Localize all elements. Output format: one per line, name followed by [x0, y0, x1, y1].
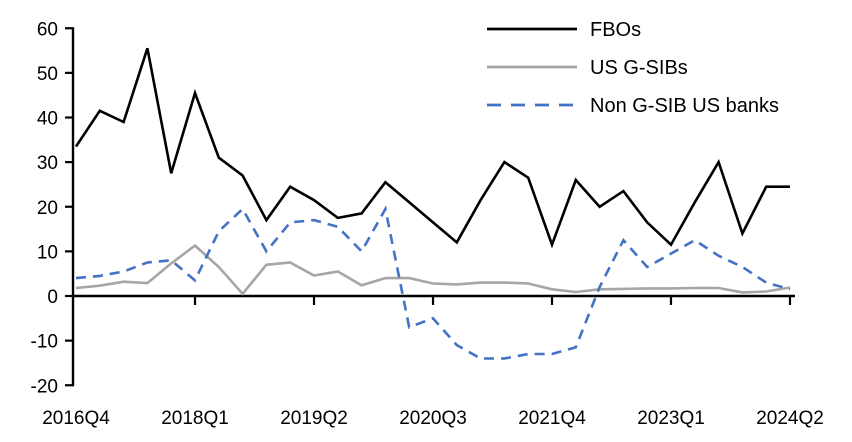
x-tick-label: 2024Q2: [756, 408, 824, 429]
legend-item-fbos: FBOs: [487, 19, 641, 41]
y-tick-label: -20: [31, 376, 58, 397]
x-tick-label: 2020Q3: [399, 408, 467, 429]
legend: FBOs US G-SIBs Non G-SIB US banks: [487, 19, 779, 117]
x-tick-label: 2018Q1: [161, 408, 229, 429]
y-tick-label: 0: [47, 287, 58, 308]
legend-label-fbos: FBOs: [590, 19, 641, 41]
x-tick-label: 2023Q1: [637, 408, 705, 429]
y-tick-label: 30: [37, 153, 58, 174]
y-tick-label: 20: [37, 198, 58, 219]
y-tick-label: 40: [37, 109, 58, 130]
x-tick-label: 2019Q2: [280, 408, 348, 429]
fbos-line: [74, 47, 790, 249]
y-tick-label: 10: [37, 242, 58, 263]
y-tick-label: 60: [37, 19, 58, 40]
y-tick-label: -10: [31, 332, 58, 353]
x-tick-label: 2016Q4: [42, 408, 110, 429]
y-tick-label: 50: [37, 64, 58, 85]
legend-label-non-g-sib-us-banks: Non G-SIB US banks: [590, 95, 779, 117]
legend-label-us-g-sibs: US G-SIBs: [590, 57, 688, 79]
non-g-sib-us-banks-line: [75, 205, 791, 360]
us-g-sibs-line: [75, 243, 791, 296]
x-tick-label: 2021Q4: [518, 408, 586, 429]
legend-item-non-g-sib-us-banks: Non G-SIB US banks: [487, 95, 779, 117]
legend-item-us-g-sibs: US G-SIBs: [487, 57, 688, 79]
